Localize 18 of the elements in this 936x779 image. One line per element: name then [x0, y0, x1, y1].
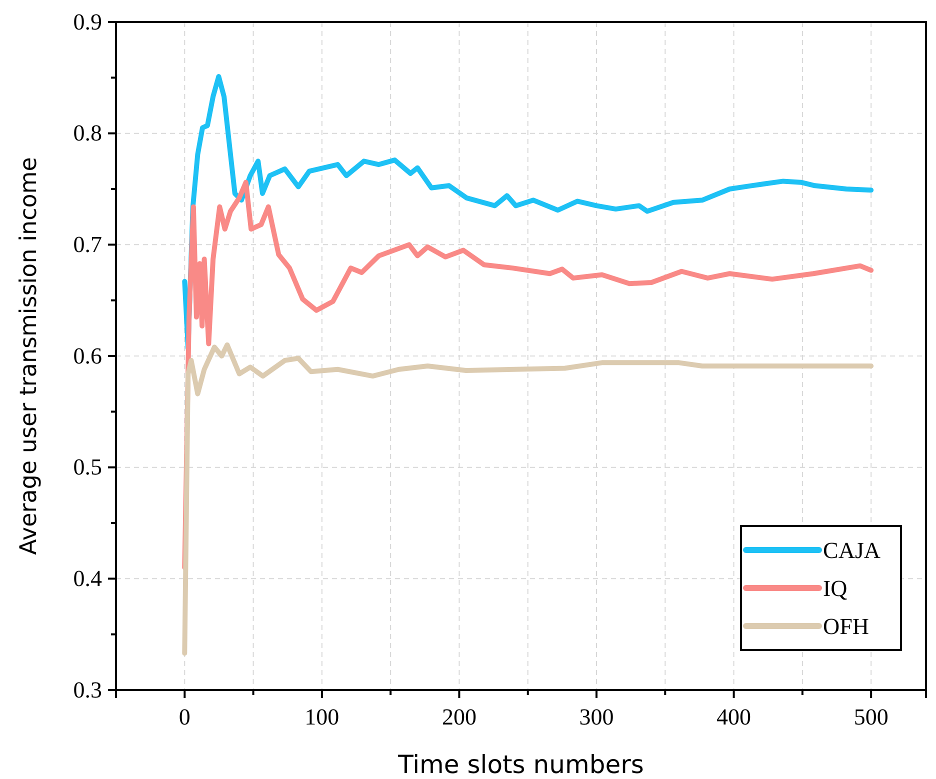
- y-axis-title: Average user transmission income: [16, 157, 42, 555]
- x-tick-label: 0: [178, 704, 190, 730]
- x-tick-label: 400: [716, 704, 752, 730]
- legend-label: CAJA: [823, 538, 881, 563]
- x-tick-label: 200: [442, 704, 476, 730]
- x-tick-label: 100: [304, 704, 340, 730]
- y-tick-label: 0.3: [73, 677, 102, 702]
- legend-label: IQ: [823, 576, 848, 601]
- y-tick-label: 0.5: [73, 454, 102, 480]
- y-tick-label: 0.4: [73, 566, 102, 592]
- legend-label: OFH: [823, 614, 870, 639]
- y-tick-label: 0.7: [73, 232, 102, 258]
- x-tick-label: 300: [579, 704, 614, 730]
- y-tick-label: 0.8: [73, 120, 102, 146]
- y-tick-label: 0.9: [73, 9, 102, 34]
- y-tick-label: 0.6: [73, 343, 102, 368]
- x-tick-label: 500: [854, 704, 888, 730]
- x-axis-title: Time slots numbers: [397, 750, 644, 779]
